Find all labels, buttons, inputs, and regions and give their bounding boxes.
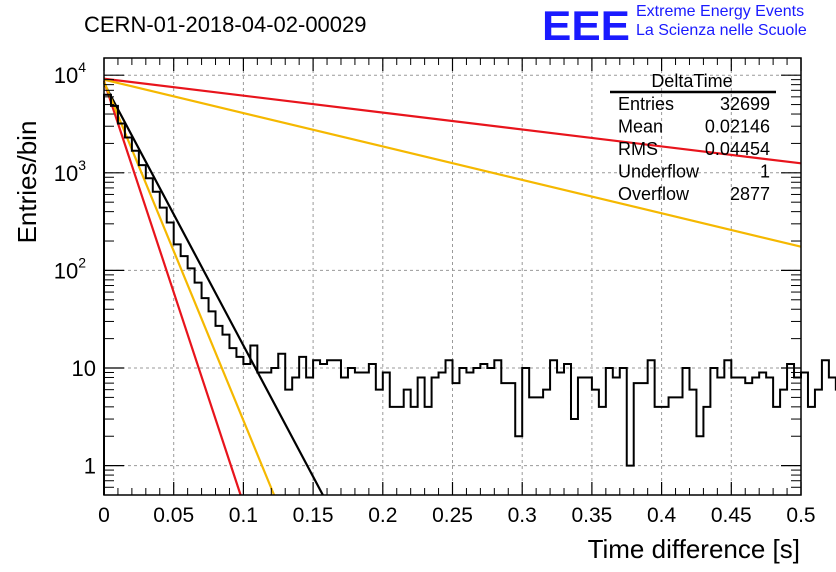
x-tick-label: 0.5 [786,504,815,527]
fit-curves [102,77,802,496]
stats-label-underflow: Underflow [618,162,700,182]
stats-value-entries: 32699 [720,94,770,114]
y-axis-label: Entries/bin [12,121,42,244]
stats-label-mean: Mean [618,117,663,137]
x-tick-label: 0.3 [508,504,537,527]
x-tick-label: 0.4 [647,504,677,527]
y-tick-label: 103 [54,157,86,186]
eee-logo-line1: Extreme Energy Events [636,3,805,20]
x-tick-label: 0 [98,504,110,527]
fit-line-2 [102,80,242,496]
eee-logo: EEE [542,4,630,44]
stats-value-overflow: 2877 [730,184,770,204]
stats-label-entries: Entries [618,94,674,114]
x-tick-label: 0.05 [153,504,194,527]
x-tick-label: 0.35 [571,504,612,527]
stats-value-rms: 0.04454 [705,139,770,159]
stats-rows: Entries 32699 Mean 0.02146 RMS 0.04454Underfl… [618,94,770,204]
y-tick-label: 10 [72,356,96,381]
chart-title: CERN-01-2018-04-02-00029 [84,12,367,37]
axis-ticks [103,58,802,496]
fit-line-5 [103,78,802,248]
y-tick-labels: 1 10 102 103 104 [54,59,96,478]
x-tick-label: 0.2 [368,504,397,527]
x-tick-label: 0.15 [293,504,334,527]
stats-value-underflow: 1 [760,162,770,182]
eee-logo-caption: Extreme Energy Events La Scienza nelle S… [636,2,807,40]
stats-box: DeltaTime Entries 32699 Mean 0.02146 RMS 0.04… [610,71,776,204]
x-tick-label: 0.1 [229,504,258,527]
eee-logo-mark: EEE [542,4,630,44]
stats-label-rms: RMS [618,139,658,159]
y-tick-label: 1 [84,454,96,479]
fit-line-1 [103,82,324,496]
fit-line-3 [102,81,276,496]
histogram-deltatime [103,93,836,495]
stats-value-mean: 0.02146 [705,117,770,137]
y-tick-label: 104 [54,59,86,88]
fit-line-4 [103,77,802,165]
x-tick-labels: 0 0.05 0.1 0.15 0.2 0.25 0.3 0.35 0.4 0.45 0.5 [98,504,815,527]
eee-logo-line2: La Scienza nelle Scuole [636,22,807,39]
stats-title: DeltaTime [651,71,732,91]
x-tick-label: 0.25 [432,504,473,527]
x-axis-label: Time difference [s] [588,534,800,564]
grid-lines [104,58,801,495]
x-tick-label: 0.45 [711,504,752,527]
y-tick-label: 102 [54,254,86,283]
stats-label-overflow: Overflow [618,184,690,204]
